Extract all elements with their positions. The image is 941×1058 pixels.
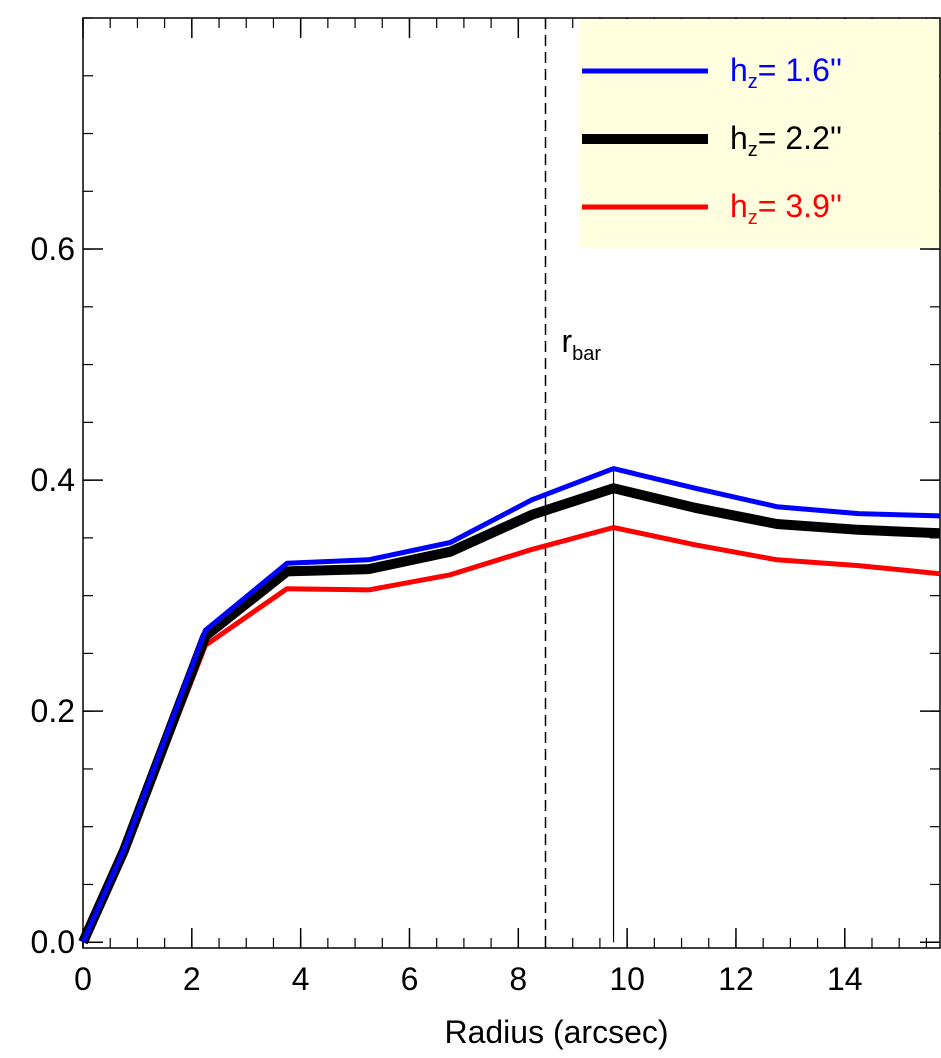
x-tick-label: 12 xyxy=(718,961,754,997)
legend-label-3: hz= 3.9'' xyxy=(730,188,842,229)
x-tick-label: 4 xyxy=(292,961,310,997)
x-tick-label: 8 xyxy=(509,961,527,997)
legend-label-sub: z xyxy=(748,71,758,93)
x-tick-label: 0 xyxy=(74,961,92,997)
r-bar-label-base: r xyxy=(562,323,573,359)
legend-label-value: = 1.6'' xyxy=(758,52,842,88)
series-line-3 xyxy=(80,525,941,944)
x-axis-title: Radius (arcsec) xyxy=(444,1014,668,1050)
legend-label-value: = 2.2'' xyxy=(758,120,842,156)
x-tick-label: 2 xyxy=(183,961,201,997)
legend-label-1: hz= 1.6'' xyxy=(730,52,842,93)
legend-label-sub: z xyxy=(748,207,758,229)
legend-label-value: = 3.9'' xyxy=(758,188,842,224)
x-tick-label: 14 xyxy=(827,961,863,997)
y-tick-label: 0.6 xyxy=(31,231,75,267)
legend-box xyxy=(580,19,939,248)
legend-label-2: hz= 2.2'' xyxy=(730,120,842,161)
y-tick-label: 0.2 xyxy=(31,693,75,729)
legend-label-base: h xyxy=(730,52,748,88)
legend-label-base: h xyxy=(730,188,748,224)
y-tick-label: 0.0 xyxy=(31,924,75,960)
plot-frame xyxy=(82,17,941,949)
x-tick-label: 6 xyxy=(401,961,419,997)
legend-label-base: h xyxy=(730,120,748,156)
y-tick-label: 0.4 xyxy=(31,462,75,498)
r-bar-label: rbar xyxy=(562,323,602,365)
legend-label-sub: z xyxy=(748,139,758,161)
x-tick-label: 10 xyxy=(609,961,645,997)
series-line-1 xyxy=(80,466,941,944)
r-bar-label-sub: bar xyxy=(572,343,601,365)
